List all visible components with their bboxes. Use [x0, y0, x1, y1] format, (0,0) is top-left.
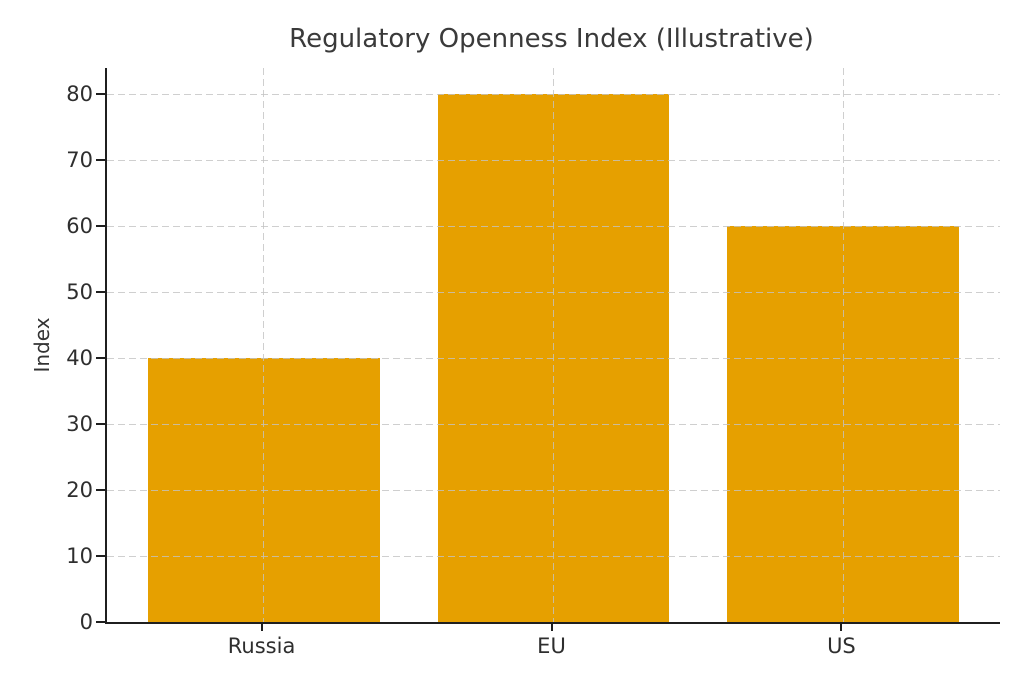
y-tick-label: 50 [66, 280, 93, 305]
x-tick-label: EU [537, 634, 566, 658]
y-tick-mark [96, 621, 105, 623]
y-tick-label: 60 [66, 214, 93, 239]
y-tick-label: 0 [79, 610, 93, 634]
y-tick-mark [96, 489, 105, 492]
y-tick-mark [96, 291, 105, 294]
x-tick-mark [260, 624, 263, 631]
x-tick-label: Russia [227, 634, 296, 658]
y-tick-mark [96, 225, 105, 228]
x-tick-mark [550, 624, 553, 631]
chart-title: Regulatory Openness Index (Illustrative) [289, 24, 814, 54]
gridline-v [263, 68, 265, 622]
y-tick-label: 10 [66, 544, 93, 569]
gridline-v [553, 68, 554, 622]
y-tick-label: 70 [66, 148, 93, 173]
y-tick-label: 80 [66, 82, 93, 107]
gridline-v [842, 68, 844, 622]
plot-area [105, 68, 1000, 624]
y-tick-mark [96, 159, 105, 162]
x-tick-label: US [827, 634, 856, 658]
y-tick-label: 40 [66, 346, 93, 371]
y-tick-mark [96, 93, 105, 96]
y-tick-mark [96, 357, 105, 360]
x-tick-mark [840, 624, 843, 631]
y-tick-label: 30 [66, 412, 93, 437]
y-tick-mark [96, 423, 105, 426]
y-tick-label: 20 [66, 478, 93, 503]
y-tick-mark [96, 555, 105, 558]
